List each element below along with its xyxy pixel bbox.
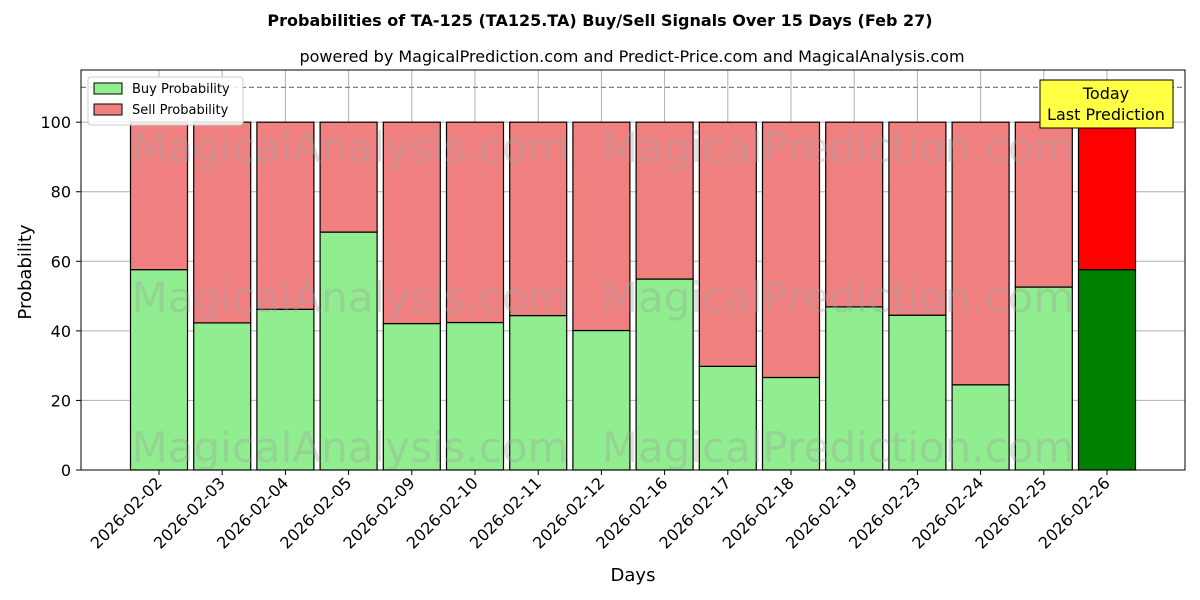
chart-subtitle: powered by MagicalPrediction.com and Pre… — [299, 47, 964, 66]
sell-bar — [825, 121, 884, 308]
y-tick-label: 60 — [51, 252, 71, 271]
buy-bar — [635, 278, 694, 471]
sell-bar — [1077, 121, 1137, 271]
bars — [129, 121, 1137, 471]
watermark-text: MagicalPrediction.com — [602, 123, 1075, 172]
buy-bar — [698, 365, 757, 471]
sell-bar — [509, 121, 568, 317]
sell-bar — [1014, 121, 1073, 288]
y-tick-label: 0 — [61, 461, 71, 480]
watermark-text: MagicalPrediction.com — [602, 423, 1075, 472]
sell-bar — [445, 121, 505, 324]
buy-bar — [509, 314, 568, 471]
buy-bar — [572, 329, 631, 471]
x-axis-ticks: 2026-02-022026-02-032026-02-042026-02-05… — [87, 470, 1114, 553]
buy-bar — [193, 322, 252, 471]
y-axis-label: Probability — [15, 224, 36, 319]
sell-bar — [382, 121, 441, 325]
watermark-text: MagicalAnalysis.com — [132, 273, 569, 322]
plot-frame — [80, 69, 1186, 471]
today-annotation: Today Last Prediction — [1039, 79, 1174, 129]
watermarks: MagicalAnalysis.com MagicalPrediction.com… — [132, 123, 1075, 472]
legend-label: Buy Probability — [132, 82, 230, 97]
y-tick-label: 20 — [51, 391, 71, 410]
watermark-text: MagicalAnalysis.com — [132, 123, 569, 172]
y-tick-label: 40 — [51, 322, 71, 341]
sell-bar — [319, 121, 378, 233]
legend-box — [87, 76, 244, 126]
sell-bar — [129, 121, 189, 271]
annotation-box — [1039, 79, 1174, 129]
x-axis-label: Days — [611, 565, 656, 586]
annotation-text: Today — [1082, 84, 1129, 103]
y-tick-label: 100 — [40, 113, 71, 132]
legend-label: Sell Probability — [132, 103, 229, 118]
y-axis-ticks: 0 20 40 60 80 100 — [40, 113, 81, 480]
buy-bar — [256, 308, 315, 471]
watermark-text: MagicalPrediction.com — [602, 273, 1075, 322]
buy-bar — [319, 231, 378, 471]
sell-bar — [256, 121, 315, 310]
legend-swatch — [93, 103, 123, 116]
buy-bar — [888, 314, 947, 471]
buy-bar — [761, 376, 821, 471]
sell-bar — [888, 121, 947, 316]
sell-bar — [698, 121, 757, 367]
legend-swatch — [93, 82, 123, 95]
y-tick-label: 80 — [51, 183, 71, 202]
buy-bar — [1077, 269, 1137, 471]
annotation-text: Last Prediction — [1047, 105, 1165, 124]
buy-bar — [825, 306, 884, 471]
sell-bar — [951, 121, 1010, 386]
sell-bar — [572, 121, 631, 332]
watermark-text: MagicalAnalysis.com — [132, 423, 569, 472]
legend: Buy Probability Sell Probability — [87, 76, 244, 126]
buy-bar — [445, 321, 505, 471]
buy-bar — [382, 322, 441, 471]
chart-title: Probabilities of TA-125 (TA125.TA) Buy/S… — [267, 11, 932, 30]
sell-bar — [761, 121, 821, 379]
sell-bar — [635, 121, 694, 280]
